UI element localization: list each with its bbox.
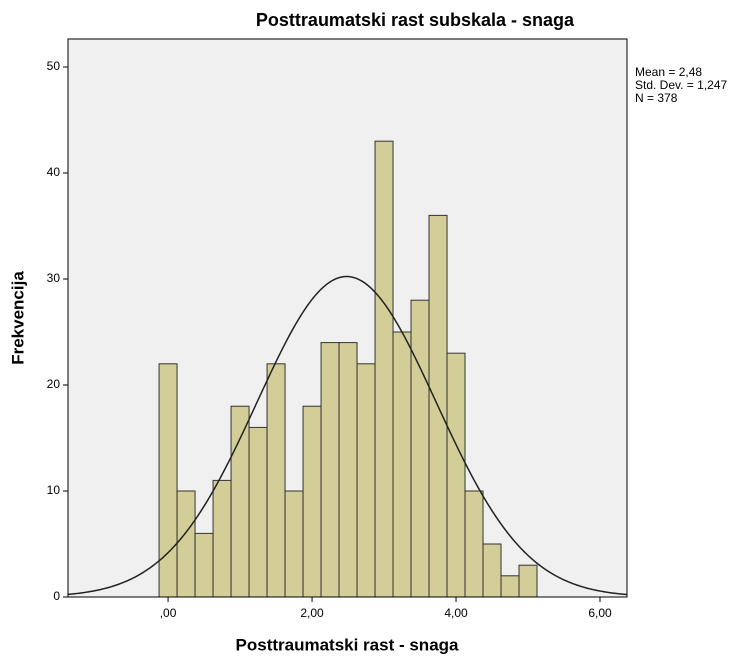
stat-mean: Mean = 2,48 bbox=[635, 65, 702, 79]
bar bbox=[248, 426, 268, 598]
x-tick-label: 2,00 bbox=[300, 606, 324, 620]
plot-frame bbox=[67, 38, 628, 598]
normal-curve bbox=[67, 275, 628, 596]
y-axis-label: Frekvencija bbox=[8, 271, 27, 365]
bar bbox=[482, 543, 502, 598]
bar bbox=[338, 342, 358, 598]
x-tick-label: 4,00 bbox=[444, 606, 468, 620]
bar bbox=[518, 564, 538, 598]
bar bbox=[446, 352, 466, 598]
bar bbox=[410, 299, 430, 598]
x-axis-label: Posttraumatski rast - snaga bbox=[236, 635, 460, 654]
bar bbox=[230, 405, 250, 598]
x-tick-label: 6,00 bbox=[588, 606, 612, 620]
y-tick-label: 30 bbox=[47, 271, 61, 285]
bar bbox=[284, 490, 304, 598]
bar bbox=[212, 479, 232, 598]
bar bbox=[464, 490, 484, 598]
chart-title: Posttraumatski rast subskala - snaga bbox=[256, 10, 575, 30]
bar bbox=[176, 490, 196, 598]
bar bbox=[194, 532, 214, 598]
y-tick-label: 0 bbox=[53, 589, 60, 603]
bar bbox=[356, 363, 376, 598]
bar bbox=[158, 363, 178, 598]
bar bbox=[302, 405, 322, 598]
y-tick-label: 10 bbox=[47, 483, 61, 497]
stat-n: N = 378 bbox=[635, 91, 678, 105]
bar bbox=[500, 575, 520, 598]
y-tick-label: 40 bbox=[47, 165, 61, 179]
y-tick-label: 50 bbox=[47, 59, 61, 73]
stat-std: Std. Dev. = 1,247 bbox=[635, 78, 727, 92]
bar bbox=[320, 342, 340, 598]
bar bbox=[266, 363, 286, 598]
y-tick-label: 20 bbox=[47, 377, 61, 391]
x-tick-label: ,00 bbox=[160, 606, 177, 620]
bar bbox=[392, 331, 412, 598]
bar bbox=[374, 140, 394, 598]
